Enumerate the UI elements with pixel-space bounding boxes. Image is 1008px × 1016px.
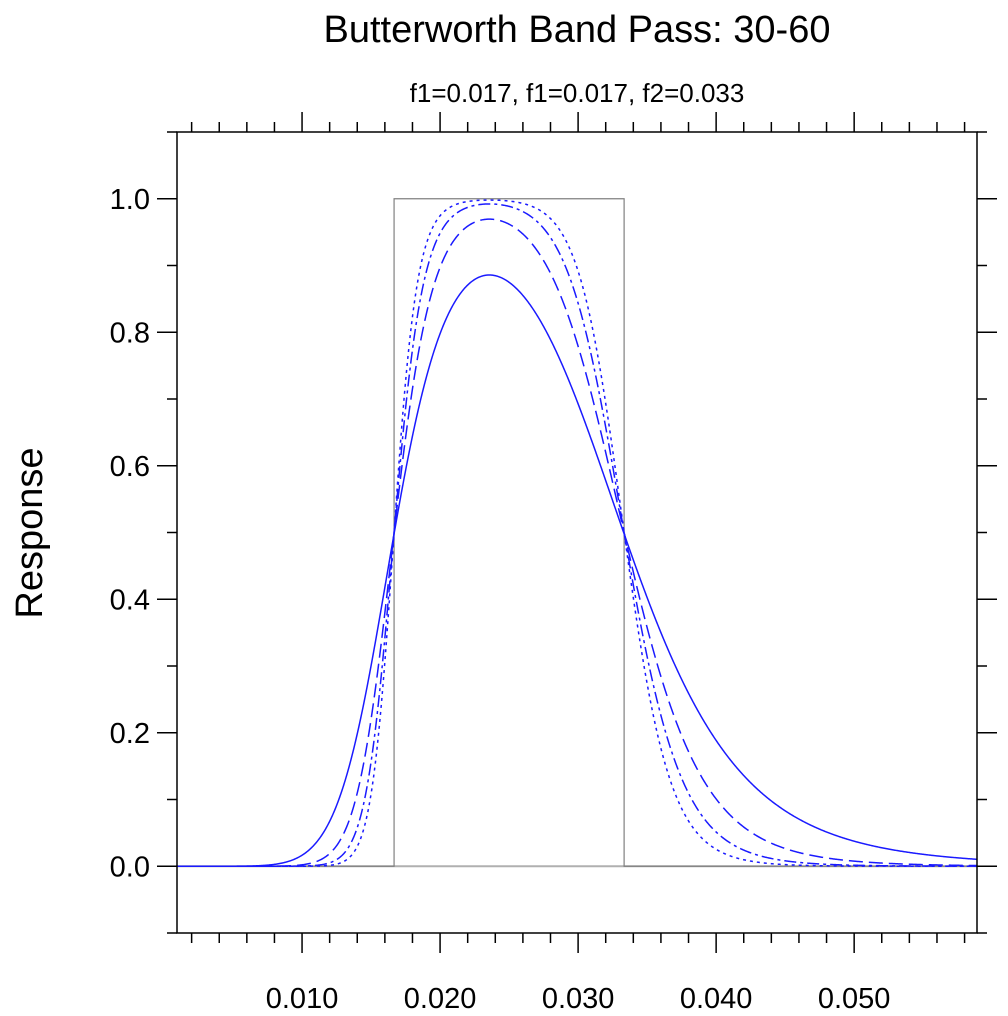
tick-labels: 0.010 0.020 0.030 0.040 0.050 0.0 0.2 0.4 0.6 0.8…	[110, 184, 891, 1015]
y-tick-label: 0.0	[110, 851, 150, 883]
y-tick-label: 1.0	[110, 184, 150, 216]
series-line-order-6	[177, 218, 978, 867]
chart-title: Butterworth Band Pass: 30-60	[324, 9, 831, 51]
x-tick-label: 0.050	[818, 983, 891, 1015]
plot-frame	[176, 131, 978, 934]
x-tick-label: 0.020	[404, 983, 477, 1015]
y-axis-label: Response	[9, 447, 51, 618]
y-tick-label: 0.6	[110, 451, 150, 483]
y-tick-label: 0.2	[110, 718, 150, 750]
series-line-order-10	[177, 199, 977, 867]
y-tick-label: 0.4	[110, 584, 150, 616]
y-tick-label: 0.8	[110, 317, 150, 349]
series-line-order-8	[177, 203, 977, 867]
plot-area	[176, 131, 978, 934]
x-tick-label: 0.030	[542, 983, 615, 1015]
x-tick-label: 0.040	[680, 983, 753, 1015]
x-tick-label: 0.010	[266, 983, 339, 1015]
ideal-response-line	[177, 198, 977, 867]
series-line-order-4	[177, 274, 978, 867]
chart-subtitle: f1=0.017, f1=0.017, f2=0.033	[410, 78, 745, 108]
axis-ticks	[157, 112, 997, 953]
